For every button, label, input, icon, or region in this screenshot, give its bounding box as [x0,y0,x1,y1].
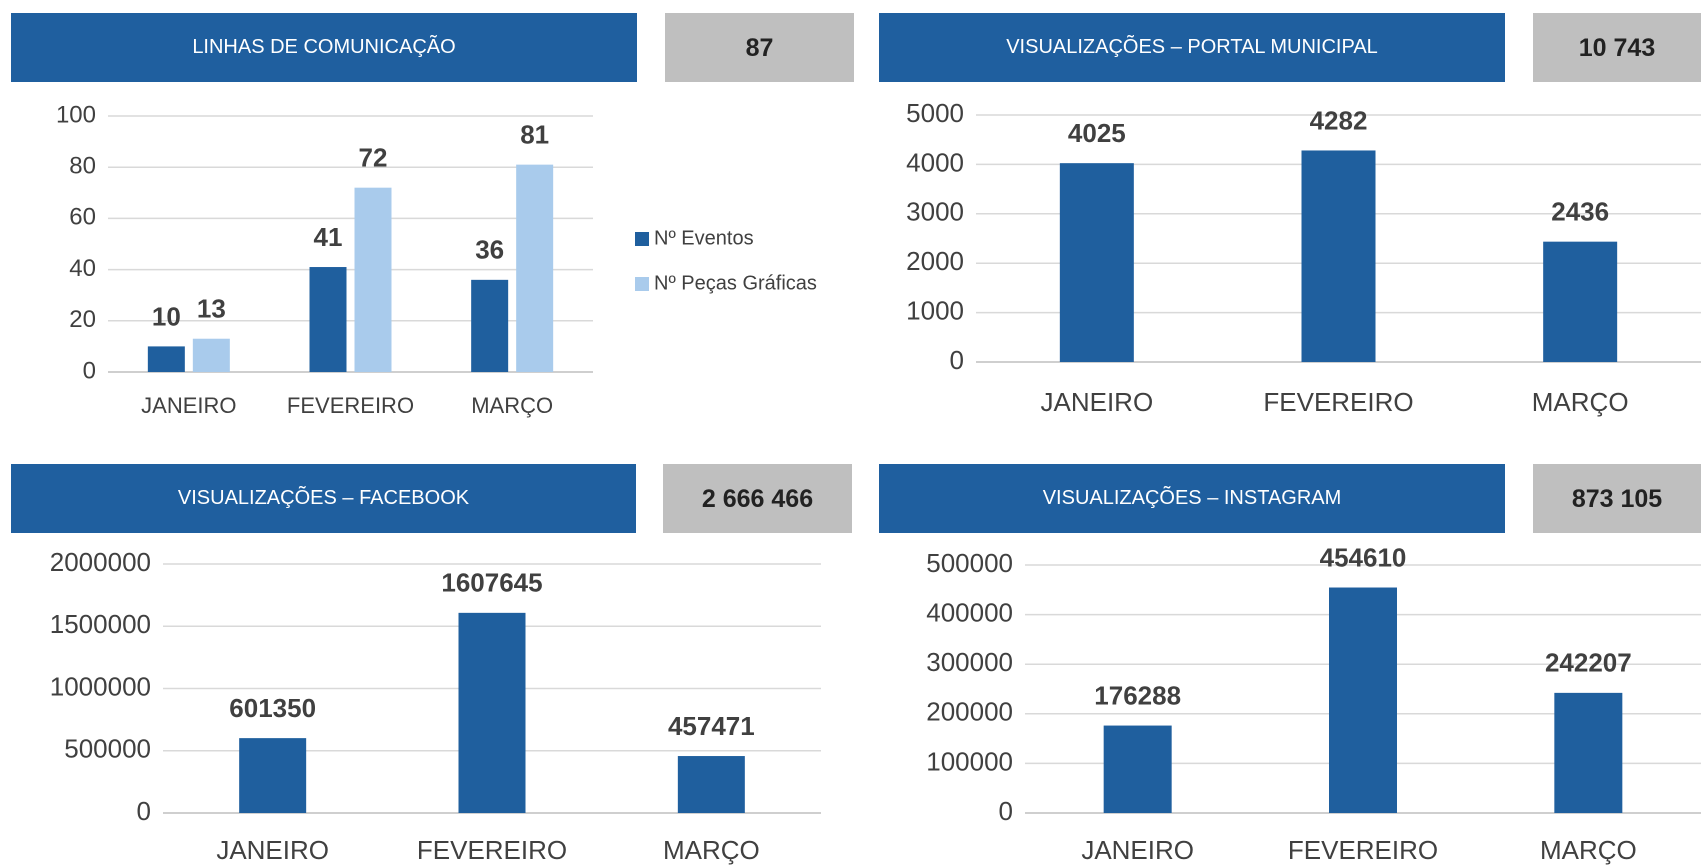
data-label: 176288 [1094,680,1181,710]
data-label: 601350 [229,693,316,723]
bar [677,756,745,813]
bar [239,738,307,813]
panel-title: VISUALIZAÇÕES – INSTAGRAM [1043,485,1342,509]
bar [458,612,526,813]
x-tick-label: MARÇO [663,835,760,865]
bar [1301,150,1376,362]
y-tick-label: 80 [69,153,96,180]
bar [516,164,554,372]
x-tick-label: JANEIRO [141,393,236,418]
y-tick-label: 500000 [64,734,151,764]
x-tick-label: FEVEREIRO [287,393,414,418]
data-label: 13 [197,294,226,324]
bar [1103,725,1172,813]
x-tick-label: FEVEREIRO [1263,387,1413,417]
y-tick-label: 3000 [906,197,964,227]
data-label: 41 [314,222,343,252]
total-value: 87 [746,34,774,62]
data-label: 1607645 [441,568,542,598]
total-value: 873 105 [1572,485,1662,513]
y-tick-label: 500000 [926,548,1013,578]
y-tick-label: 100000 [926,746,1013,776]
x-tick-label: JANEIRO [1040,387,1153,417]
panel-title: VISUALIZAÇÕES – PORTAL MUNICIPAL [1006,34,1378,58]
bar [1554,692,1623,813]
y-tick-label: 0 [950,345,964,375]
total-box [665,13,854,82]
y-tick-label: 2000000 [50,547,151,577]
y-tick-label: 0 [999,796,1013,826]
total-box [1533,464,1701,533]
y-tick-label: 1000000 [50,671,151,701]
y-tick-label: 0 [83,357,96,384]
bar [354,187,392,372]
panel-header [11,464,636,533]
data-label: 457471 [668,711,755,741]
data-label: 72 [359,143,388,173]
y-tick-label: 400000 [926,597,1013,627]
x-tick-label: MARÇO [471,393,553,418]
y-tick-label: 300000 [926,647,1013,677]
y-tick-label: 2000 [906,246,964,276]
y-tick-label: 1500000 [50,609,151,639]
legend-swatch [635,232,649,246]
total-box [1533,13,1701,82]
data-label: 36 [475,235,504,265]
panel-title: LINHAS DE COMUNICAÇÃO [192,34,455,58]
y-tick-label: 5000 [906,98,964,128]
bar [1543,241,1618,362]
legend-label: Nº Peças Gráficas [654,272,817,294]
panel-header [879,464,1505,533]
x-tick-label: JANEIRO [1081,835,1194,865]
bar [1059,163,1134,362]
bar [309,267,347,372]
y-tick-label: 20 [69,306,96,333]
data-label: 81 [520,120,549,150]
panel-header [879,13,1505,82]
legend-swatch [635,277,649,291]
x-tick-label: MARÇO [1532,387,1629,417]
bar [1329,587,1397,813]
x-tick-label: FEVEREIRO [1288,835,1438,865]
x-tick-label: JANEIRO [216,835,329,865]
data-label: 2436 [1551,197,1609,227]
data-label: 242207 [1545,648,1632,678]
total-value: 2 666 466 [702,485,813,513]
bar [471,279,509,372]
data-label: 4282 [1310,105,1368,135]
y-tick-label: 100 [56,101,96,128]
data-label: 454610 [1320,542,1407,572]
x-tick-label: MARÇO [1540,835,1637,865]
data-label: 10 [152,301,181,331]
legend-label: Nº Eventos [654,227,754,249]
bar [192,338,230,372]
y-tick-label: 1000 [906,295,964,325]
data-label: 4025 [1068,118,1126,148]
y-tick-label: 4000 [906,147,964,177]
panel-header [11,13,637,82]
bar [147,346,185,372]
y-tick-label: 200000 [926,697,1013,727]
panel-title: VISUALIZAÇÕES – FACEBOOK [178,485,470,509]
total-box [663,464,852,533]
y-tick-label: 60 [69,204,96,231]
x-tick-label: FEVEREIRO [417,835,567,865]
y-tick-label: 0 [137,796,151,826]
total-value: 10 743 [1579,34,1655,62]
y-tick-label: 40 [69,255,96,282]
